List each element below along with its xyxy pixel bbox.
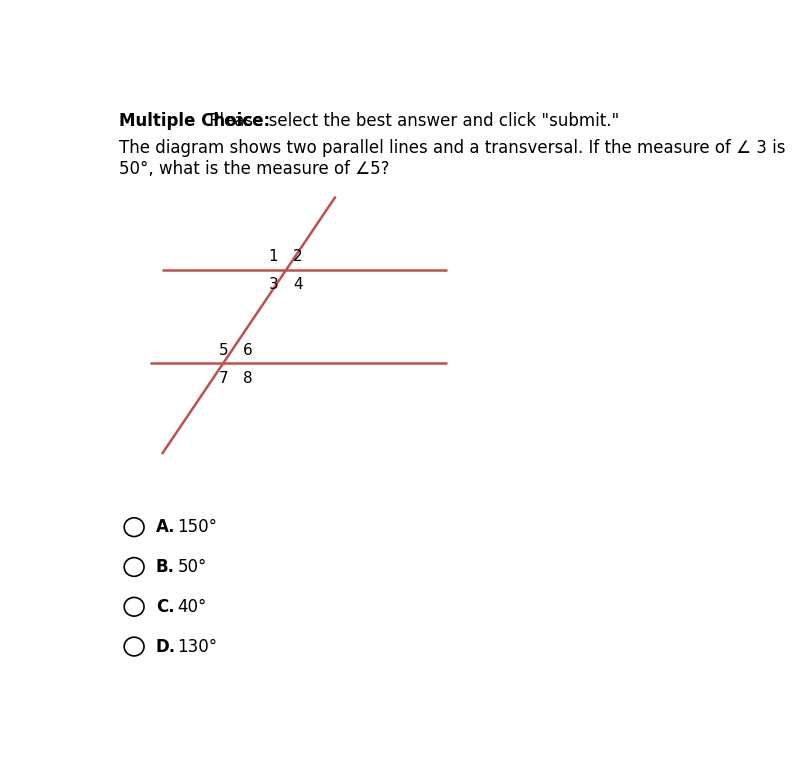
Text: 3: 3 xyxy=(269,277,278,293)
Text: 50°, what is the measure of ∠5?: 50°, what is the measure of ∠5? xyxy=(118,160,389,179)
Text: D.: D. xyxy=(156,638,176,656)
Text: 8: 8 xyxy=(243,371,253,386)
Text: Multiple Choice:: Multiple Choice: xyxy=(118,112,270,130)
Text: 7: 7 xyxy=(219,371,229,386)
Text: 150°: 150° xyxy=(178,518,218,536)
Text: 1: 1 xyxy=(269,249,278,264)
Text: A.: A. xyxy=(156,518,175,536)
Text: 40°: 40° xyxy=(178,598,207,616)
Text: 6: 6 xyxy=(243,343,253,358)
Text: 130°: 130° xyxy=(178,638,218,656)
Text: The diagram shows two parallel lines and a transversal. If the measure of ∠ 3 is: The diagram shows two parallel lines and… xyxy=(118,139,785,157)
Text: Please select the best answer and click "submit.": Please select the best answer and click … xyxy=(204,112,619,130)
Text: C.: C. xyxy=(156,598,174,616)
Text: B.: B. xyxy=(156,558,175,576)
Text: 50°: 50° xyxy=(178,558,207,576)
Text: 4: 4 xyxy=(293,277,302,293)
Text: 5: 5 xyxy=(219,343,229,358)
Text: 2: 2 xyxy=(293,249,302,264)
